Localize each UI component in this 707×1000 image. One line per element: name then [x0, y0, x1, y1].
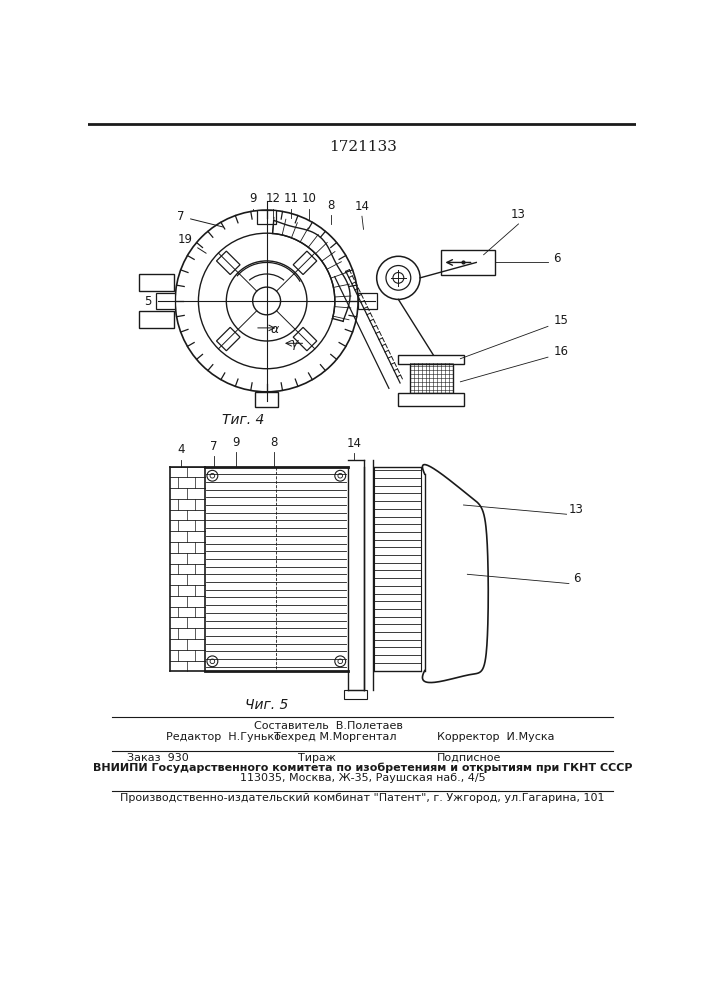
- Circle shape: [335, 470, 346, 481]
- Bar: [344, 690, 368, 699]
- Text: Тираж: Тираж: [298, 753, 336, 763]
- Circle shape: [377, 256, 420, 299]
- Bar: [257, 210, 276, 224]
- Circle shape: [386, 266, 411, 290]
- Text: 113035, Москва, Ж-35, Раушская наб., 4/5: 113035, Москва, Ж-35, Раушская наб., 4/5: [240, 773, 486, 783]
- Text: Τиг. 4: Τиг. 4: [222, 413, 264, 427]
- Text: 14: 14: [346, 437, 362, 450]
- Bar: [293, 327, 317, 351]
- Text: 5: 5: [144, 295, 151, 308]
- Bar: [139, 311, 174, 328]
- Circle shape: [207, 470, 218, 481]
- Bar: [216, 251, 240, 275]
- Text: 6: 6: [554, 252, 561, 265]
- Text: 1721133: 1721133: [329, 140, 397, 154]
- Bar: [441, 250, 495, 275]
- Text: 9: 9: [249, 192, 257, 205]
- Text: 13: 13: [511, 208, 526, 221]
- Text: 12: 12: [265, 192, 280, 205]
- Text: 10: 10: [302, 192, 317, 205]
- Bar: [398, 393, 464, 406]
- Text: 16: 16: [554, 345, 568, 358]
- Text: 9: 9: [232, 436, 240, 449]
- Text: 19: 19: [177, 233, 206, 253]
- Text: Чиг. 5: Чиг. 5: [245, 698, 288, 712]
- Text: α: α: [271, 323, 279, 336]
- Bar: [358, 293, 378, 309]
- Text: Производственно-издательский комбинат "Патент", г. Ужгород, ул.Гагарина, 101: Производственно-издательский комбинат "П…: [120, 793, 605, 803]
- Text: 6: 6: [573, 572, 580, 585]
- Text: 15: 15: [554, 314, 568, 327]
- Text: ВНИИПИ Государственного комитета по изобретениям и открытиям при ГКНТ СССР: ВНИИПИ Государственного комитета по изоб…: [93, 762, 633, 773]
- Text: Подписное: Подписное: [437, 753, 501, 763]
- Circle shape: [335, 656, 346, 667]
- Circle shape: [207, 656, 218, 667]
- Text: 11: 11: [284, 192, 299, 205]
- Bar: [255, 392, 279, 407]
- Bar: [293, 251, 317, 275]
- Text: Техред М.Моргентал: Техред М.Моргентал: [274, 732, 397, 742]
- Bar: [156, 293, 175, 309]
- Text: 7: 7: [177, 210, 223, 227]
- Text: 8: 8: [271, 436, 278, 449]
- Text: 14: 14: [354, 200, 370, 213]
- Text: 13: 13: [569, 503, 584, 516]
- Bar: [139, 274, 174, 291]
- Bar: [410, 363, 452, 393]
- Text: Составитель  В.Полетаев: Составитель В.Полетаев: [255, 721, 403, 731]
- Text: Корректор  И.Муска: Корректор И.Муска: [437, 732, 554, 742]
- Text: Заказ  930: Заказ 930: [127, 753, 189, 763]
- Text: Редактор  Н.Гунько: Редактор Н.Гунько: [166, 732, 281, 742]
- Text: 7: 7: [210, 440, 218, 453]
- Text: 4: 4: [177, 443, 185, 456]
- Text: γ: γ: [290, 337, 297, 350]
- Bar: [398, 355, 464, 364]
- Bar: [216, 327, 240, 351]
- Text: 8: 8: [327, 199, 334, 212]
